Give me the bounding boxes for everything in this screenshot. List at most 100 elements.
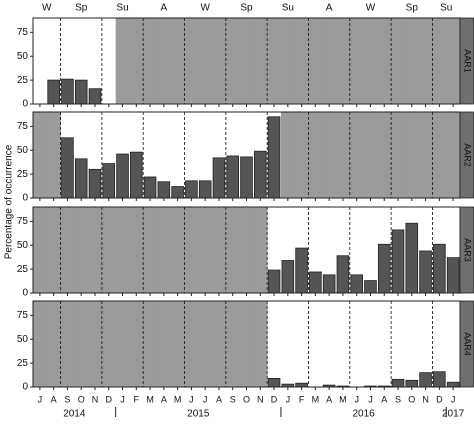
no-data-area	[404, 18, 419, 104]
bar	[47, 79, 60, 105]
no-data-area	[33, 301, 48, 387]
no-data-area	[129, 207, 144, 293]
no-data-area	[212, 207, 227, 293]
season-label: Su	[282, 3, 294, 14]
no-data-area	[74, 207, 89, 293]
no-data-area	[143, 18, 158, 104]
bar	[295, 382, 308, 388]
bar	[446, 381, 460, 388]
no-data-area	[184, 207, 199, 293]
bar	[322, 274, 336, 294]
y-tick-label: 0	[22, 382, 28, 393]
no-data-area	[280, 18, 296, 104]
no-data-area	[446, 18, 461, 104]
no-data-area	[239, 301, 254, 387]
no-data-area	[60, 207, 75, 293]
season-label: W	[366, 3, 376, 14]
x-tick-label: F	[134, 394, 140, 404]
no-data-area	[184, 18, 199, 104]
x-tick-label: J	[451, 394, 456, 404]
bar	[198, 180, 212, 199]
bar	[116, 153, 129, 199]
x-tick-label: O	[243, 394, 250, 404]
no-data-area	[377, 18, 392, 104]
bar	[157, 181, 171, 199]
no-data-area	[129, 301, 144, 387]
y-tick-label: 0	[22, 99, 28, 110]
season-label: W	[42, 3, 52, 14]
y-tick-label: 25	[17, 358, 29, 369]
season-label: Su	[116, 3, 128, 14]
no-data-area	[170, 301, 185, 387]
no-data-area	[101, 207, 116, 293]
no-data-area	[253, 301, 268, 387]
season-label: A	[161, 3, 168, 14]
no-data-area	[432, 112, 447, 198]
no-data-area	[322, 18, 337, 104]
no-data-area	[294, 18, 309, 104]
season-label: Sp	[240, 3, 253, 14]
x-tick-label: N	[92, 394, 99, 404]
x-tick-label: M	[174, 394, 182, 404]
bar	[281, 260, 295, 294]
bar	[405, 379, 419, 388]
y-tick-label: 0	[22, 288, 28, 299]
bar	[419, 250, 432, 294]
y-tick-label: 25	[17, 169, 29, 180]
bar	[212, 157, 226, 199]
no-data-area	[267, 18, 282, 104]
no-data-area	[446, 112, 461, 198]
no-data-area	[33, 207, 48, 293]
bar	[253, 150, 267, 199]
bar	[377, 243, 391, 294]
no-data-area	[129, 18, 144, 104]
no-data-area	[239, 207, 254, 293]
bar	[433, 371, 446, 388]
bar	[88, 168, 102, 199]
no-data-area	[363, 18, 378, 104]
season-label: Su	[440, 3, 452, 14]
season-label: Sp	[406, 3, 419, 14]
bar	[391, 378, 405, 388]
x-tick-label: O	[78, 394, 85, 404]
x-tick-label: M	[312, 394, 320, 404]
no-data-area	[432, 18, 447, 104]
y-axis-label: Percentage of occurrence	[4, 144, 15, 259]
x-tick-label: N	[257, 394, 264, 404]
no-data-area	[294, 112, 309, 198]
bar	[295, 247, 308, 294]
no-data-area	[377, 112, 392, 198]
no-data-area	[115, 207, 130, 293]
x-tick-label: N	[422, 394, 429, 404]
x-tick-label: M	[146, 394, 154, 404]
x-tick-label: A	[326, 394, 332, 404]
x-tick-label: S	[395, 394, 401, 404]
bar	[130, 151, 143, 199]
bar	[267, 377, 281, 388]
no-data-area	[336, 18, 351, 104]
no-data-area	[239, 18, 254, 104]
bar	[336, 255, 350, 294]
bar	[88, 88, 102, 105]
x-tick-label: J	[38, 394, 43, 404]
panel-label: AAR4	[463, 332, 473, 356]
x-tick-label: S	[64, 394, 70, 404]
year-label: 2016	[352, 409, 375, 420]
no-data-area	[418, 18, 433, 104]
no-data-area	[404, 112, 419, 198]
panel-label: AAR3	[463, 238, 473, 262]
no-data-area	[349, 18, 364, 104]
no-data-area	[212, 301, 227, 387]
x-tick-label: J	[286, 394, 291, 404]
bar	[61, 137, 74, 199]
x-tick-label: A	[381, 394, 387, 404]
y-tick-label: 50	[17, 334, 29, 345]
no-data-area	[156, 301, 172, 387]
bar	[405, 222, 419, 294]
no-data-area	[198, 301, 213, 387]
x-tick-label: F	[299, 394, 305, 404]
x-tick-label: O	[408, 394, 415, 404]
x-tick-label: D	[106, 394, 113, 404]
no-data-area	[46, 301, 61, 387]
bar	[267, 116, 281, 199]
